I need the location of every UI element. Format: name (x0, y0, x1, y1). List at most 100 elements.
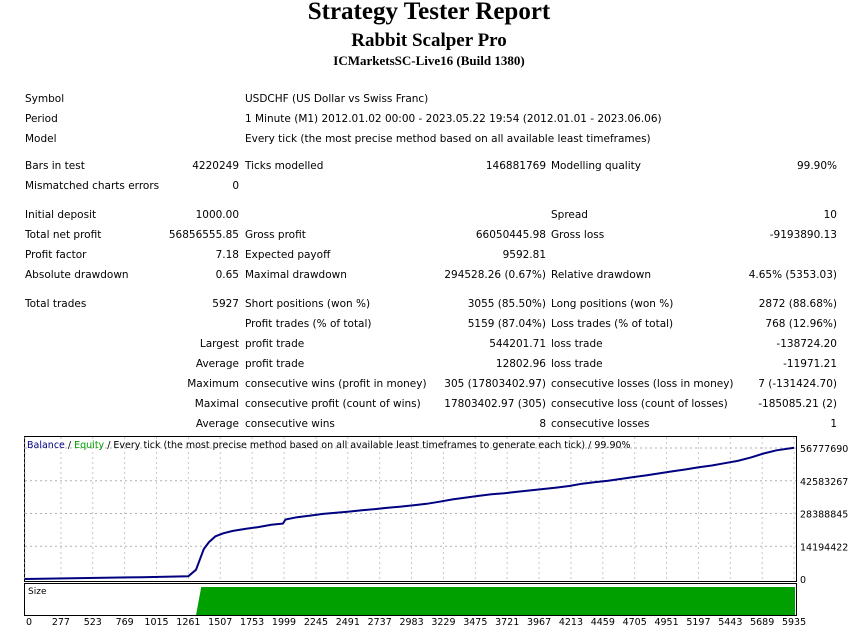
profit-trades-label: Profit trades (% of total) (245, 318, 372, 330)
x-tick-label: 3475 (463, 617, 488, 628)
short-value: 3055 (85.50%) (467, 298, 546, 310)
ticks-value: 146881769 (485, 160, 546, 172)
avg-consec-losses-value: 1 (830, 418, 837, 430)
netprofit-value: 56856555.85 (168, 229, 239, 241)
avg-consec-wins-label: consecutive wins (245, 418, 335, 430)
x-tick-label: 4705 (622, 617, 647, 628)
x-tick-label: 1753 (240, 617, 265, 628)
legend-sep: / (65, 440, 74, 451)
x-tick-label: 0 (25, 617, 33, 628)
max-consec-losses-label: consecutive losses (loss in money) (551, 378, 734, 390)
ea-name: Rabbit Scalper Pro (351, 30, 507, 51)
x-tick-label: 1507 (208, 617, 233, 628)
x-tick-label: 4951 (654, 617, 679, 628)
deposit-value: 1000.00 (195, 209, 239, 221)
symbol-value: USDCHF (US Dollar vs Swiss Franc) (245, 93, 429, 105)
payoff-value: 9592.81 (502, 249, 546, 261)
x-tick-label: 2245 (303, 617, 328, 628)
maximal-consec-loss-label: consecutive loss (count of losses) (551, 398, 728, 410)
maximum-label: Maximum (187, 378, 239, 390)
pf-label: Profit factor (25, 249, 87, 261)
maxdd-value: 294528.26 (0.67%) (444, 269, 546, 281)
legend-rest: / Every tick (the most precise method ba… (104, 440, 630, 451)
mismatch-label: Mismatched charts errors (25, 180, 160, 192)
loss-trades-value: 768 (12.96%) (765, 318, 837, 330)
largest-profit-label: profit trade (245, 338, 305, 350)
bars-label: Bars in test (25, 160, 85, 172)
largest-label: Largest (199, 338, 239, 350)
profit-trades-value: 5159 (87.04%) (467, 318, 546, 330)
period-value: 1 Minute (M1) 2012.01.02 00:00 - 2023.05… (245, 113, 662, 125)
chart-legend: Balance / Equity / Every tick (the most … (27, 440, 631, 451)
y-tick-label: 14194422 (800, 542, 848, 553)
payoff-label: Expected payoff (245, 249, 331, 261)
average-loss-label: loss trade (551, 358, 603, 370)
reldd-label: Relative drawdown (551, 269, 652, 281)
x-tick-label: 5935 (781, 617, 807, 628)
x-tick-label: 3967 (526, 617, 552, 628)
server-name: ICMarketsSC-Live16 (Build 1380) (333, 53, 525, 68)
symbol-label: Symbol (25, 93, 65, 105)
y-tick-label: 56777690 (800, 444, 848, 455)
long-value: 2872 (88.68%) (758, 298, 837, 310)
report-title: Strategy Tester Report (307, 0, 551, 25)
balance-chart: 0 14194422 28388845 42583267 56777690 Balanc… (24, 436, 848, 616)
x-tick-label: 5197 (686, 617, 711, 628)
grossprofit-value: 66050445.98 (475, 229, 546, 241)
chart-grid (24, 437, 796, 581)
absdd-label: Absolute drawdown (25, 269, 129, 281)
size-panel-fill (196, 587, 795, 615)
x-tick-label: 3229 (431, 617, 456, 628)
y-tick-label: 0 (800, 575, 806, 586)
size-panel-label: Size (28, 587, 47, 597)
average2-label: Average (195, 418, 239, 430)
avg-consec-losses-label: consecutive losses (551, 418, 650, 430)
largest-loss-value: -138724.20 (776, 338, 837, 350)
mismatch-value: 0 (232, 180, 239, 192)
reldd-value: 4.65% (5353.03) (748, 269, 837, 281)
pf-value: 7.18 (215, 249, 239, 261)
maximal-consec-loss-value: -185085.21 (2) (758, 398, 837, 410)
max-consec-wins-value: 305 (17803402.97) (444, 378, 546, 390)
x-tick-label: 1261 (176, 617, 201, 628)
model-value: Every tick (the most precise method base… (245, 133, 651, 145)
legend-balance: Balance (27, 440, 65, 451)
bars-value: 4220249 (192, 160, 239, 172)
trades-value: 5927 (212, 298, 239, 310)
x-tick-label: 769 (115, 617, 134, 628)
max-consec-wins-label: consecutive wins (profit in money) (245, 378, 427, 390)
legend-equity: Equity (74, 440, 104, 451)
model-label: Model (25, 133, 57, 145)
quality-label: Modelling quality (551, 160, 641, 172)
x-tick-label: 1999 (271, 617, 297, 628)
ticks-label: Ticks modelled (245, 160, 324, 172)
netprofit-label: Total net profit (25, 229, 102, 241)
maximal-consec-profit-label: consecutive profit (count of wins) (245, 398, 421, 410)
chart-frame (24, 436, 797, 582)
x-tick-label: 3721 (495, 617, 520, 628)
loss-trades-label: Loss trades (% of total) (551, 318, 674, 330)
period-label: Period (25, 113, 58, 125)
max-consec-losses-value: 7 (-131424.70) (758, 378, 837, 390)
average-profit-label: profit trade (245, 358, 305, 370)
x-tick-label: 523 (83, 617, 102, 628)
x-tick-label: 5443 (718, 617, 743, 628)
x-tick-labels: 0 277 523 769 1015 1261 1507 1753 1999 2245 2491 27… (0, 617, 858, 631)
long-label: Long positions (won %) (551, 298, 674, 310)
quality-value: 99.90% (796, 160, 837, 172)
average-label: Average (195, 358, 239, 370)
deposit-label: Initial deposit (25, 209, 97, 221)
largest-profit-value: 544201.71 (489, 338, 546, 350)
average-profit-value: 12802.96 (495, 358, 546, 370)
grossloss-label: Gross loss (551, 229, 605, 241)
largest-loss-label: loss trade (551, 338, 603, 350)
trades-label: Total trades (25, 298, 87, 310)
x-tick-label: 4459 (590, 617, 615, 628)
absdd-value: 0.65 (215, 269, 239, 281)
y-tick-label: 42583267 (800, 477, 848, 488)
x-tick-label: 277 (51, 617, 70, 628)
x-tick-label: 4213 (558, 617, 583, 628)
balance-series-line (24, 446, 795, 580)
y-tick-label: 28388845 (800, 510, 848, 521)
grossloss-value: -9193890.13 (769, 229, 837, 241)
